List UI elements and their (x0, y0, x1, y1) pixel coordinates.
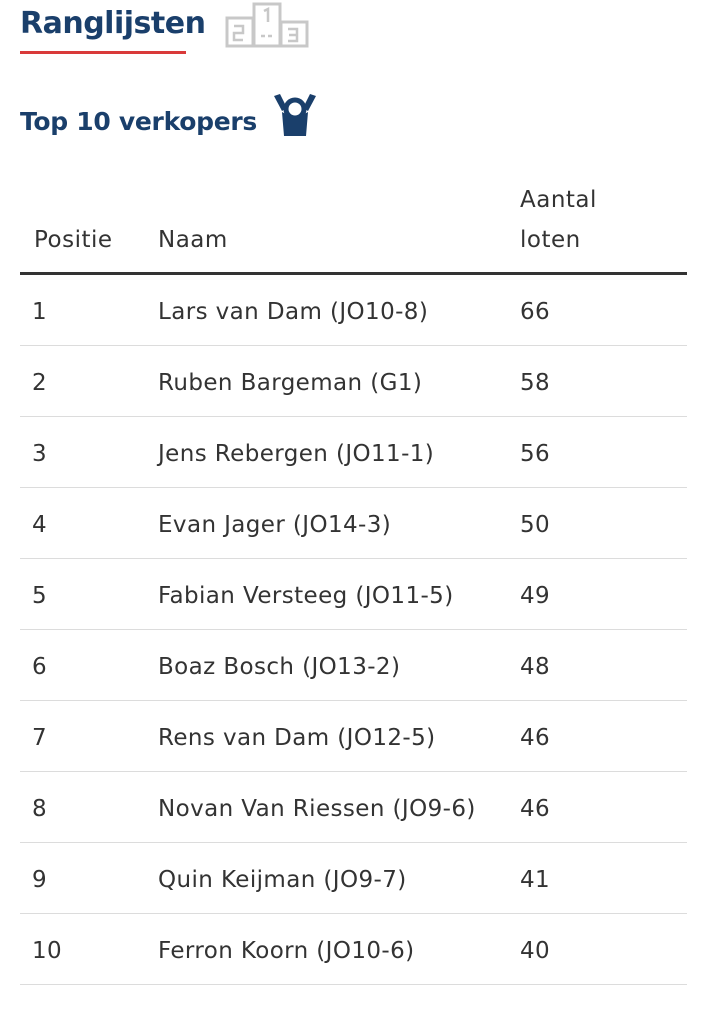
row-position: 3 (20, 416, 158, 488)
column-header-name: Naam (158, 180, 520, 275)
podium-icon (225, 2, 309, 52)
row-count: 41 (520, 842, 687, 914)
table-row: 3 Jens Rebergen (JO11-1) 56 (20, 416, 687, 488)
section-title: Top 10 verkopers (20, 106, 257, 136)
table-row: 4 Evan Jager (JO14-3) 50 (20, 487, 687, 559)
row-count: 46 (520, 771, 687, 843)
row-position: 4 (20, 487, 158, 559)
row-name: Evan Jager (JO14-3) (158, 487, 520, 559)
row-count: 49 (520, 558, 687, 630)
row-name: Quin Keijman (JO9-7) (158, 842, 520, 914)
column-header-count-line1: Aantal (520, 187, 597, 213)
row-name: Rens van Dam (JO12-5) (158, 700, 520, 772)
row-position: 8 (20, 771, 158, 843)
column-header-count: Aantal loten (520, 180, 687, 275)
row-name: Jens Rebergen (JO11-1) (158, 416, 520, 488)
title-wrap: Ranglijsten (20, 4, 206, 54)
table-row: 10 Ferron Koorn (JO10-6) 40 (20, 913, 687, 985)
table-row: 7 Rens van Dam (JO12-5) 46 (20, 700, 687, 772)
row-name: Ferron Koorn (JO10-6) (158, 913, 520, 985)
table-header-row: Positie Naam Aantal loten (20, 180, 687, 275)
trophy-person-icon (271, 92, 319, 142)
table-row: 1 Lars van Dam (JO10-8) 66 (20, 273, 687, 346)
row-name: Novan Van Riessen (JO9-6) (158, 796, 476, 822)
table-row: 5 Fabian Versteeg (JO11-5) 49 (20, 558, 687, 630)
row-count: 56 (520, 416, 687, 488)
row-count: 58 (520, 345, 687, 417)
row-count: 66 (520, 273, 687, 346)
row-position: 6 (20, 629, 158, 701)
page-header: Ranglijsten (20, 2, 309, 54)
row-count: 48 (520, 629, 687, 701)
section-title-row: Top 10 verkopers (20, 94, 319, 142)
row-name: Ruben Bargeman (G1) (158, 345, 520, 417)
table-row: 6 Boaz Bosch (JO13-2) 48 (20, 629, 687, 701)
title-underline (20, 51, 186, 54)
row-name: Fabian Versteeg (JO11-5) (158, 558, 520, 630)
row-name: Lars van Dam (JO10-8) (158, 273, 520, 346)
row-position: 1 (20, 273, 158, 346)
row-count: 50 (520, 487, 687, 559)
row-position: 9 (20, 842, 158, 914)
row-count: 40 (520, 913, 687, 985)
ranking-table: Positie Naam Aantal loten 1 Lars van Dam… (20, 180, 687, 985)
column-header-position: Positie (20, 180, 158, 275)
row-name-cell: Novan Van Riessen (JO9-6) (158, 771, 520, 843)
column-header-count-line2: loten (520, 227, 581, 253)
page-title: Ranglijsten (20, 6, 206, 41)
row-position: 2 (20, 345, 158, 417)
row-name: Boaz Bosch (JO13-2) (158, 629, 520, 701)
table-row: 2 Ruben Bargeman (G1) 58 (20, 345, 687, 417)
table-row: 8 Novan Van Riessen (JO9-6) 46 (20, 771, 687, 843)
table-row: 9 Quin Keijman (JO9-7) 41 (20, 842, 687, 914)
row-position: 7 (20, 700, 158, 772)
row-position: 10 (20, 913, 158, 985)
row-count: 46 (520, 700, 687, 772)
row-position: 5 (20, 558, 158, 630)
